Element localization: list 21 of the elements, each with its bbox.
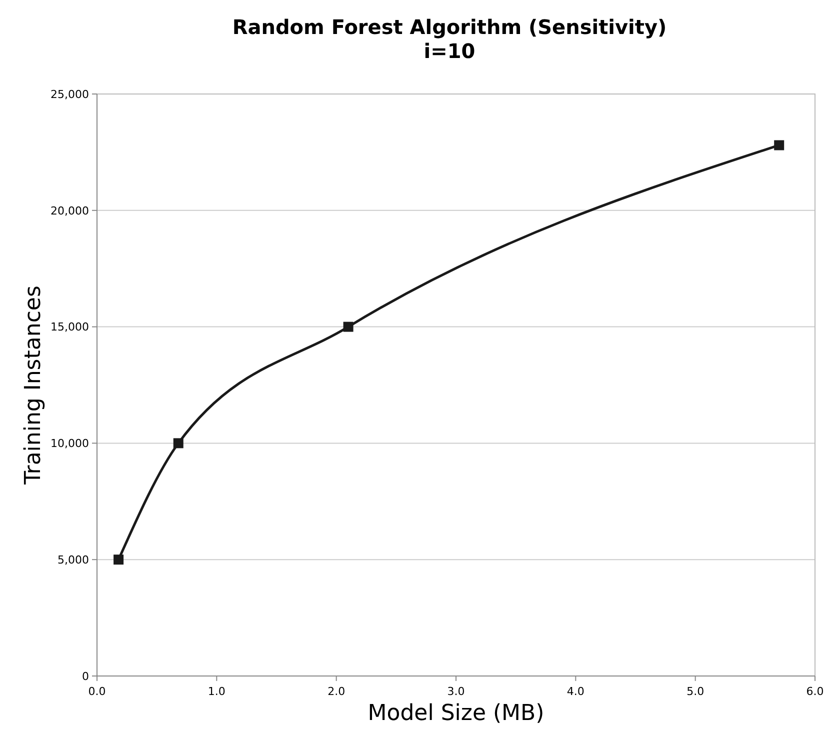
point xyxy=(774,140,784,150)
x-tick-label: 5.0 xyxy=(686,685,704,698)
x-tick-label: 1.0 xyxy=(208,685,226,698)
y-tick-label: 0 xyxy=(82,670,89,683)
y-tick-label: 10,000 xyxy=(50,437,89,450)
x-tick-label: 4.0 xyxy=(566,685,584,698)
y-tick-label: 20,000 xyxy=(50,204,89,218)
y-tick-label: 5,000 xyxy=(58,553,89,566)
chart-subtitle: i=10 xyxy=(424,39,476,63)
point xyxy=(114,554,124,565)
x-axis-title: Model Size (MB) xyxy=(368,701,544,726)
y-tick-label: 15,000 xyxy=(50,320,89,334)
x-tick-label: 6.0 xyxy=(806,685,824,698)
chart-title: Random Forest Algorithm (Sensitivity) xyxy=(232,15,667,39)
x-tick-label: 3.0 xyxy=(447,685,465,698)
point xyxy=(173,438,184,448)
y-axis-title: Training Instances xyxy=(21,286,46,486)
x-tick-label: 0.0 xyxy=(88,685,106,698)
point xyxy=(343,322,354,332)
x-tick-label: 2.0 xyxy=(328,685,346,698)
y-tick-label: 25,000 xyxy=(50,88,89,101)
